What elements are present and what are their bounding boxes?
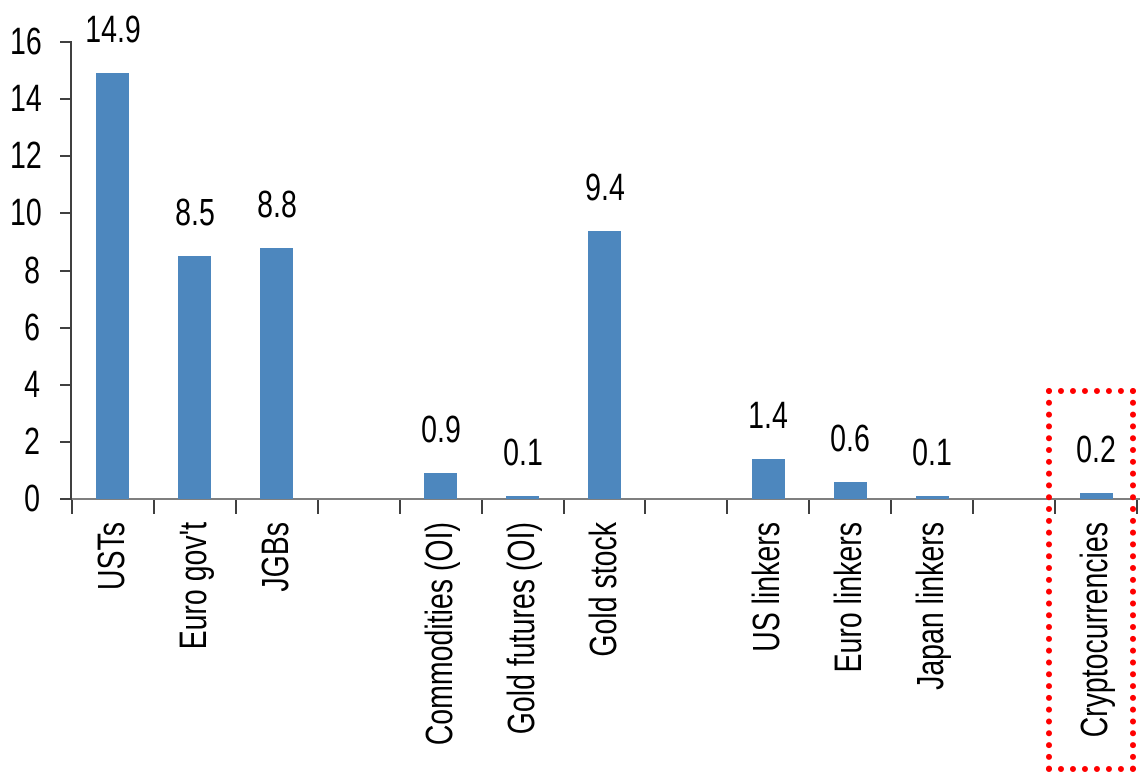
y-axis-tick [60, 383, 72, 386]
y-axis-tick-label: 8 [24, 249, 40, 292]
category-label: Commodities (OI) [418, 522, 461, 746]
y-axis-tick [60, 155, 72, 158]
highlight-box [1046, 388, 1136, 772]
x-axis-tick [726, 500, 729, 514]
y-axis-tick [60, 498, 72, 500]
bar [96, 73, 130, 499]
bar-value-label: 1.4 [748, 395, 789, 437]
bar [260, 247, 294, 499]
category-label: JGBs [254, 522, 297, 592]
x-axis-tick [71, 500, 73, 514]
y-axis-tick-label: 10 [10, 192, 42, 235]
x-axis-tick [316, 500, 319, 514]
bar-value-label: 14.9 [85, 9, 141, 52]
x-axis-tick [890, 500, 893, 514]
y-axis-tick [60, 98, 72, 101]
x-axis-tick [152, 500, 155, 514]
bar-value-label: 8.5 [175, 192, 215, 235]
bar [588, 230, 621, 499]
y-axis-tick [60, 326, 72, 329]
category-label: USTs [90, 522, 133, 591]
y-axis-tick-label: 2 [24, 420, 40, 463]
bar-value-label: 0.6 [830, 417, 871, 460]
bar-value-label: 0.9 [420, 409, 461, 452]
x-axis-tick [562, 500, 565, 514]
y-axis-tick-label: 4 [24, 363, 40, 406]
category-label: Euro gov't [172, 522, 215, 650]
x-axis-tick [1054, 500, 1057, 514]
category-label: US linkers [746, 522, 789, 652]
y-axis-tick-label: 6 [24, 306, 40, 349]
y-axis-tick-label: 12 [10, 135, 42, 178]
category-label: Gold futures (OI) [500, 522, 543, 735]
bar [915, 496, 949, 499]
bar-value-label: 0.1 [502, 432, 543, 475]
y-axis-tick [60, 440, 72, 443]
bar [1079, 493, 1113, 499]
x-axis-tick [644, 500, 647, 514]
bar [751, 459, 785, 499]
bar-value-label: 9.4 [584, 166, 625, 209]
bar [833, 481, 867, 499]
bar-value-label: 0.1 [912, 432, 952, 475]
bar-value-label: 0.2 [1076, 429, 1116, 472]
x-axis-tick [972, 500, 975, 514]
x-axis-tick [1136, 500, 1138, 514]
category-label: Gold stock [582, 522, 625, 657]
y-axis-tick-label: 14 [10, 78, 42, 121]
x-axis-tick [398, 500, 401, 514]
bar [424, 473, 458, 499]
bar [506, 496, 540, 499]
y-axis-tick [60, 269, 72, 272]
bar [178, 256, 212, 499]
bar-value-label: 8.8 [256, 183, 297, 226]
category-label: Japan linkers [910, 522, 953, 690]
x-axis-tick [808, 500, 811, 514]
category-label: Euro linkers [828, 522, 871, 673]
y-axis-tick-label: 16 [10, 21, 42, 63]
y-axis-tick [60, 41, 72, 43]
x-axis-tick [480, 500, 483, 514]
y-axis-tick [60, 212, 72, 215]
x-axis-line [70, 498, 1140, 500]
y-axis-tick-label: 0 [24, 478, 40, 520]
x-axis-tick [234, 500, 237, 514]
